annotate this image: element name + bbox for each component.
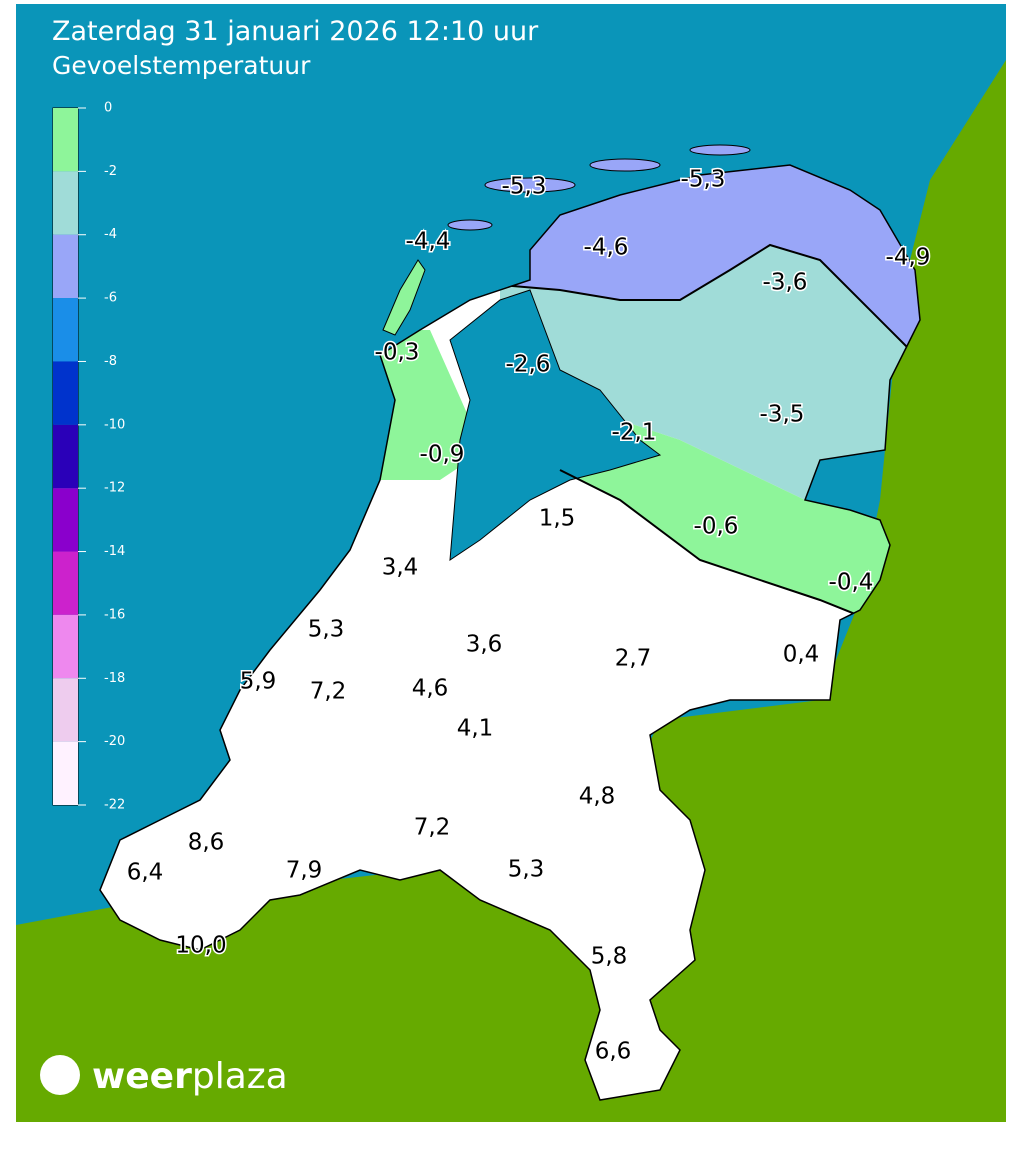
legend-band xyxy=(53,298,78,362)
station-value: 4,6 xyxy=(412,676,449,702)
legend-tick-label: -22 xyxy=(104,798,125,813)
island xyxy=(484,177,576,193)
legend-tick-label: -4 xyxy=(104,227,117,242)
brand-first: weer xyxy=(92,1056,192,1097)
subtitle: Gevoelstemperatuur xyxy=(52,51,311,80)
brand: weerplaza xyxy=(92,1056,288,1097)
isoline xyxy=(499,243,911,351)
station-value: 6,4 xyxy=(127,860,164,886)
logo-icon xyxy=(40,1055,80,1095)
island xyxy=(447,219,493,231)
station-value: -3,5 xyxy=(760,402,805,428)
legend-tick-label: -12 xyxy=(104,481,125,496)
station-value: 5,3 xyxy=(308,617,345,643)
station-value: 3,6 xyxy=(466,632,503,658)
ijsselmeer xyxy=(449,289,662,561)
station-value: 2,7 xyxy=(615,646,652,672)
legend-band xyxy=(53,741,78,805)
legend-tick-label: -8 xyxy=(104,354,117,369)
legend-band xyxy=(53,108,78,172)
station-value: 7,2 xyxy=(414,815,451,841)
station-value: 5,8 xyxy=(591,944,628,970)
legend-band xyxy=(53,551,78,615)
station-value: 3,4 xyxy=(382,555,419,581)
station-value: 1,5 xyxy=(539,506,576,532)
station-value: 7,2 xyxy=(310,679,347,705)
legend-tick-label: -20 xyxy=(104,734,125,749)
station-value: -4,4 xyxy=(406,229,451,255)
legend-tick-label: -16 xyxy=(104,607,125,622)
station-value: 8,6 xyxy=(188,830,225,856)
legend-band xyxy=(53,488,78,552)
legend-band xyxy=(53,614,78,679)
zone xyxy=(560,400,920,640)
legend-band xyxy=(53,424,78,489)
legend-tick-label: -14 xyxy=(104,544,125,559)
station-value: -2,1 xyxy=(612,420,657,446)
station-value: -0,9 xyxy=(420,442,465,468)
land xyxy=(16,60,1006,1122)
island xyxy=(589,158,661,172)
island xyxy=(382,259,426,336)
station-value: -0,3 xyxy=(375,340,420,366)
legend-band xyxy=(53,234,78,299)
legend-tick-label: -2 xyxy=(104,164,117,179)
station-value: 6,6 xyxy=(595,1039,632,1065)
legend-band xyxy=(53,361,78,425)
title: Zaterdag 31 januari 2026 12:10 uur xyxy=(52,16,539,47)
legend-band xyxy=(53,678,78,742)
station-value: 5,3 xyxy=(508,857,545,883)
station-value: 4,1 xyxy=(457,716,494,742)
brand-second: plaza xyxy=(192,1056,288,1097)
station-value: -0,6 xyxy=(694,514,739,540)
station-value: -0,4 xyxy=(829,570,874,596)
legend-band xyxy=(53,171,78,235)
legend-tick-label: -6 xyxy=(104,291,117,306)
legend-tick-label: -10 xyxy=(104,417,125,432)
legend-tick-label: 0 xyxy=(104,101,112,116)
logo: weerplaza xyxy=(40,1055,288,1097)
legend-tick-label: -18 xyxy=(104,671,125,686)
station-value: 10,0 xyxy=(175,933,226,959)
station-value: 7,9 xyxy=(286,858,323,884)
station-value: 0,4 xyxy=(783,642,820,668)
island xyxy=(689,144,751,156)
station-value: -2,6 xyxy=(506,352,551,378)
station-value: 4,8 xyxy=(579,784,616,810)
station-value: -4,9 xyxy=(886,245,931,271)
station-value: -5,3 xyxy=(502,174,547,200)
station-value: 5,9 xyxy=(240,669,277,695)
station-value: -5,3 xyxy=(681,167,726,193)
zone xyxy=(500,245,920,500)
station-value: -3,6 xyxy=(763,270,808,296)
station-value: -4,6 xyxy=(584,235,629,261)
